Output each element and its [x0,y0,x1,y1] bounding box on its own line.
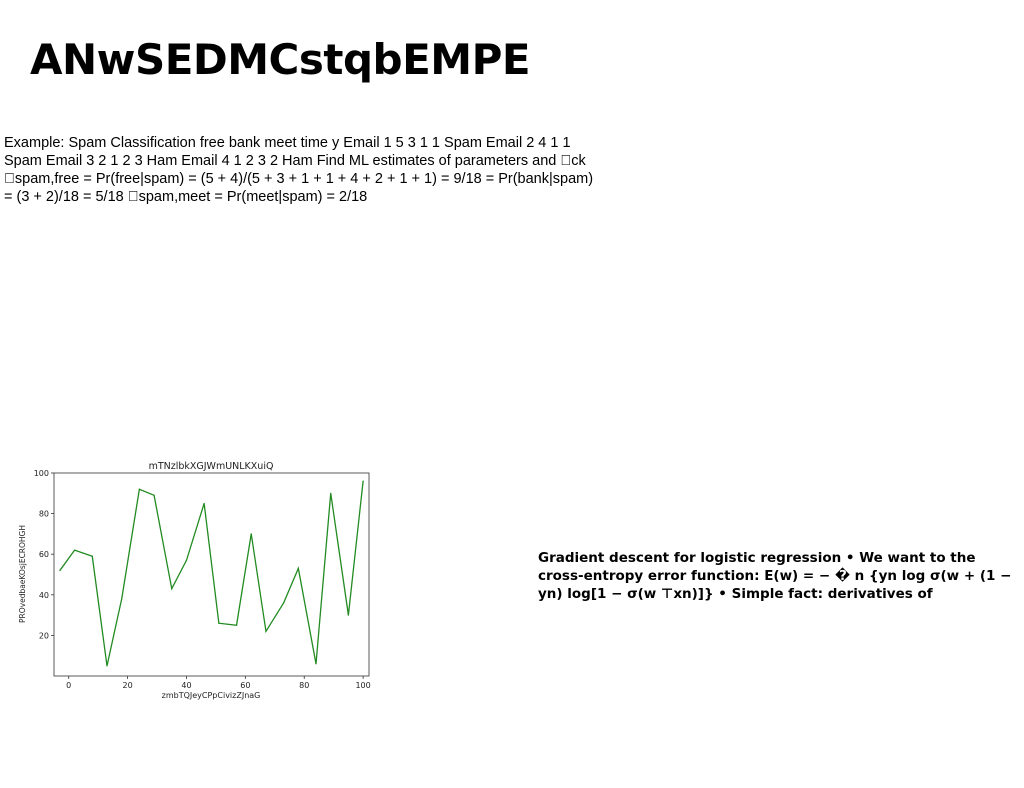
data-point [235,624,238,626]
data-point [250,533,252,535]
y-tick-label: 20 [39,631,49,640]
data-point [362,480,364,482]
x-tick-label: 20 [123,681,133,690]
data-point [315,663,317,665]
data-point [203,502,205,505]
data-point [185,559,188,561]
data-point [153,494,155,496]
data-point [59,569,61,572]
chart-svg: mTNzlbkXGJWmUNLKXuiQ 0 20 40 60 80 100 20 40 60 8… [18,461,371,700]
series-layer [59,480,364,667]
series-line [59,481,364,666]
x-tick-label: 60 [240,681,250,690]
axis-ticks: 0 20 40 60 80 100 20 40 60 80 100 [34,469,371,690]
x-tick-label: 0 [66,681,71,690]
x-tick-label: 80 [299,681,309,690]
data-point [138,488,140,490]
chart-title: mTNzlbkXGJWmUNLKXuiQ [149,461,274,472]
line-chart: mTNzlbkXGJWmUNLKXuiQ 0 20 40 60 80 100 20 40 60 8… [14,456,376,704]
y-tick-label: 80 [39,510,49,519]
y-tick-label: 40 [39,591,49,600]
data-point [121,598,123,600]
y-tick-label: 60 [39,550,49,559]
data-point [171,588,173,590]
data-point [283,602,285,604]
x-axis-label: zmbTQJeyCPpCivizZJnaG [162,691,261,700]
data-point [106,665,108,667]
y-axis-label: PROvedbaeKOsjECROHGH [18,525,27,623]
data-point [330,492,332,494]
data-point [347,614,349,616]
plot-frame [53,472,370,677]
data-point [74,549,76,551]
side-paragraph: Gradient descent for logistic regression… [538,550,1012,602]
body-paragraph: Example: Spam Classification free bank m… [4,135,594,205]
x-tick-label: 100 [355,681,370,690]
page-title: ANwSEDMCstqbEMPE [30,35,531,84]
y-tick-label: 100 [34,469,49,478]
data-point [91,555,93,557]
data-point [297,567,299,570]
x-tick-label: 40 [181,681,191,690]
data-point [218,622,220,624]
data-point [265,630,267,632]
